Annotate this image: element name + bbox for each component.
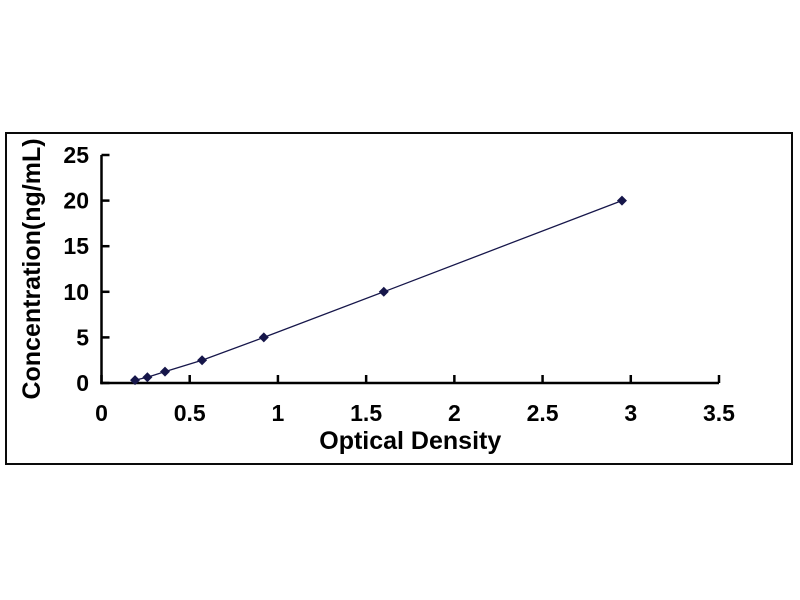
data-point-marker xyxy=(378,286,389,297)
data-point-marker xyxy=(142,372,153,383)
y-tick-label: 20 xyxy=(63,188,89,214)
y-tick-label: 25 xyxy=(63,142,89,168)
x-tick-label: 1.5 xyxy=(350,400,382,426)
data-point-marker xyxy=(160,366,171,377)
x-tick-label: 1 xyxy=(272,400,285,426)
data-point-marker xyxy=(130,375,141,386)
y-tick-label: 15 xyxy=(63,233,89,259)
chart-frame: 0 0.5 1 1.5 2 2.5 3 3.5 0 5 10 15 20 25 Optical Densit… xyxy=(5,132,793,465)
y-tick-label: 0 xyxy=(76,370,89,396)
standard-curve-plot: 0 0.5 1 1.5 2 2.5 3 3.5 0 5 10 15 20 25 Optical Densit… xyxy=(18,138,735,455)
x-tick-label: 2 xyxy=(448,400,461,426)
x-tick-label: 0 xyxy=(95,400,108,426)
y-tick-label: 10 xyxy=(63,279,89,305)
y-axis-title: Concentration(ng/mL) xyxy=(18,138,46,399)
x-tick-label: 3.5 xyxy=(703,400,735,426)
x-tick-label: 0.5 xyxy=(174,400,206,426)
data-point-marker xyxy=(258,332,269,343)
x-tick-label: 3 xyxy=(624,400,637,426)
x-axis-title: Optical Density xyxy=(319,427,501,455)
x-tick-label: 2.5 xyxy=(527,400,559,426)
y-tick-label: 5 xyxy=(76,324,89,350)
series-line xyxy=(134,199,623,381)
data-point-marker xyxy=(616,195,627,206)
data-point-marker xyxy=(197,355,208,366)
